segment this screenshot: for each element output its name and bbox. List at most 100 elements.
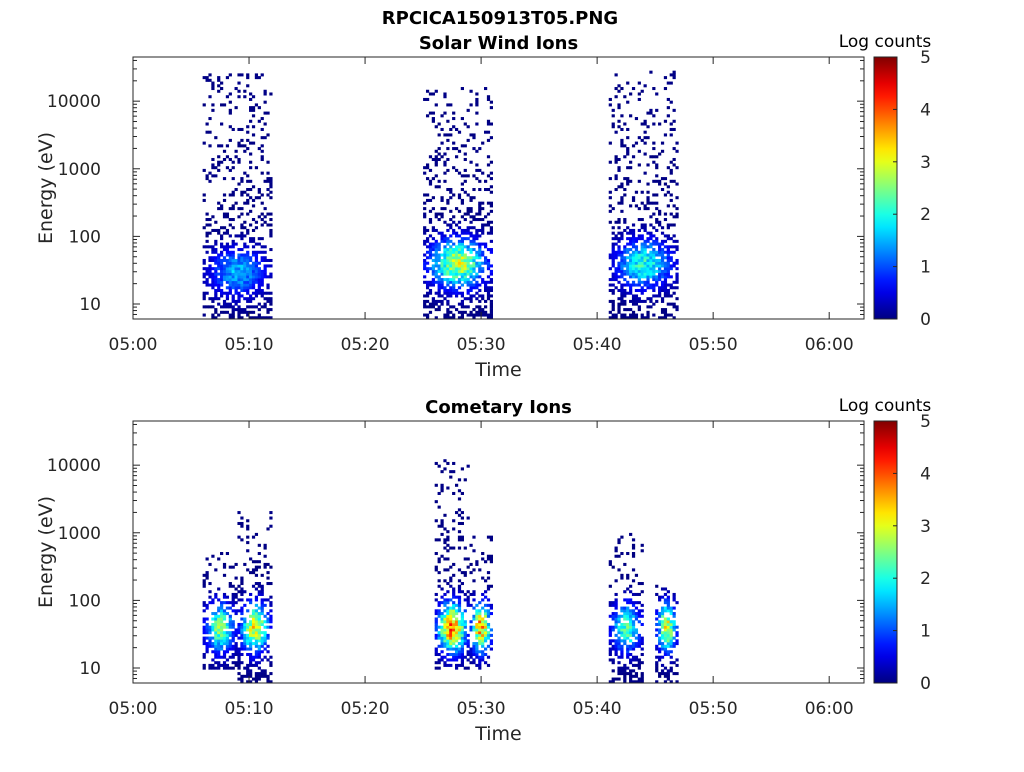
data-cell xyxy=(452,111,456,115)
data-cell xyxy=(484,215,488,219)
data-cell xyxy=(454,261,459,265)
data-cell xyxy=(446,258,450,262)
data-cell xyxy=(460,253,464,257)
data-cell xyxy=(614,639,618,643)
data-cell xyxy=(452,527,456,531)
data-cell xyxy=(634,644,639,648)
data-cell xyxy=(472,661,476,665)
data-cell xyxy=(449,234,453,238)
data-cell xyxy=(243,625,247,629)
data-cell xyxy=(211,650,215,654)
data-cell xyxy=(425,305,430,309)
data-cell xyxy=(475,92,479,96)
data-cell xyxy=(649,297,653,301)
data-cell xyxy=(446,188,450,192)
data-cell xyxy=(646,163,650,167)
data-cell xyxy=(222,652,227,657)
data-cell xyxy=(623,288,627,293)
data-cell xyxy=(243,666,247,670)
data-cell xyxy=(614,579,618,583)
data-cell xyxy=(640,674,644,678)
data-cell xyxy=(228,647,232,651)
data-cell xyxy=(228,625,232,629)
data-cell xyxy=(652,212,656,216)
data-cell xyxy=(617,554,621,558)
data-cell xyxy=(217,620,221,624)
data-cell xyxy=(263,302,267,306)
data-cell xyxy=(449,647,453,651)
data-cell xyxy=(475,631,479,635)
data-cell xyxy=(626,269,630,273)
data-cell xyxy=(486,584,491,588)
data-cell xyxy=(269,582,273,586)
data-cell xyxy=(634,294,639,298)
data-cell xyxy=(469,286,473,290)
data-cell xyxy=(266,286,270,290)
data-cell xyxy=(440,272,444,276)
data-cell xyxy=(481,253,485,257)
data-cell xyxy=(217,288,221,293)
data-cell xyxy=(240,661,244,665)
data-cell xyxy=(454,620,459,624)
data-cell xyxy=(225,155,230,159)
data-cell xyxy=(663,288,668,293)
data-cell xyxy=(643,299,647,303)
data-cell xyxy=(457,497,462,501)
data-cell xyxy=(434,160,438,164)
data-cell xyxy=(675,215,679,219)
data-cell xyxy=(481,231,485,235)
data-cell xyxy=(484,256,488,260)
data-cell xyxy=(469,628,473,632)
data-cell xyxy=(472,614,476,618)
data-cell xyxy=(652,294,656,298)
data-cell xyxy=(475,111,479,115)
data-cell xyxy=(425,228,430,232)
data-cell xyxy=(440,269,444,273)
data-cell xyxy=(234,308,238,312)
data-cell xyxy=(617,280,621,284)
data-cell xyxy=(663,280,668,284)
data-cell xyxy=(663,283,668,287)
data-cell xyxy=(472,258,476,262)
data-cell xyxy=(434,239,438,243)
data-cell xyxy=(431,207,435,211)
data-cell xyxy=(234,201,238,205)
data-cell xyxy=(614,286,618,290)
data-cell xyxy=(446,278,450,282)
data-cell xyxy=(225,650,230,654)
data-cell xyxy=(472,188,476,192)
data-cell xyxy=(251,185,256,189)
data-cell xyxy=(669,171,673,175)
data-cell xyxy=(246,138,250,142)
data-cell xyxy=(217,283,221,287)
data-cell xyxy=(669,666,673,670)
data-cell xyxy=(220,636,224,640)
data-cell xyxy=(475,218,479,222)
data-cell xyxy=(646,201,650,205)
data-cell xyxy=(481,622,485,626)
data-cell xyxy=(469,215,473,219)
data-cell xyxy=(202,103,206,107)
data-cell xyxy=(489,190,493,194)
data-cell xyxy=(484,652,488,657)
data-cell xyxy=(481,250,485,254)
data-cell xyxy=(240,598,244,602)
data-cell xyxy=(449,606,453,610)
data-cell xyxy=(620,144,624,148)
data-cell xyxy=(629,288,633,293)
data-cell xyxy=(269,258,273,262)
data-cell xyxy=(260,212,264,216)
data-cell xyxy=(202,636,206,640)
data-cell xyxy=(228,620,232,624)
data-cell xyxy=(423,228,427,232)
data-cell xyxy=(469,198,473,202)
data-cell xyxy=(634,628,639,632)
data-cell xyxy=(660,258,665,262)
data-cell xyxy=(234,106,238,110)
data-cell xyxy=(649,70,653,74)
data-cell xyxy=(443,313,447,317)
data-cell xyxy=(205,573,209,577)
data-cell xyxy=(440,612,444,616)
data-cell xyxy=(640,622,644,626)
data-cell xyxy=(251,305,256,309)
